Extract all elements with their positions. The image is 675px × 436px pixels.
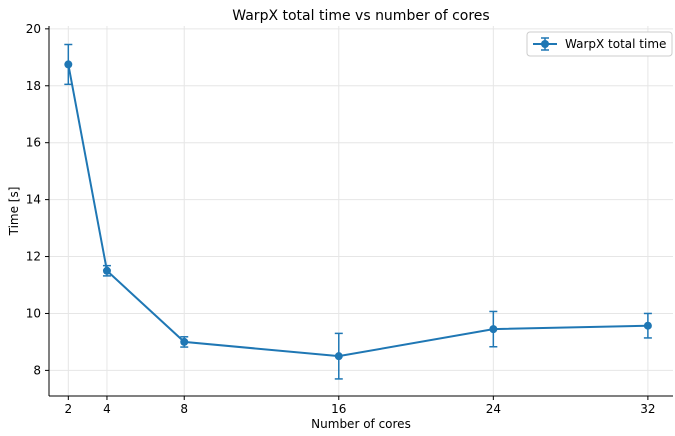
series-layer — [64, 43, 652, 380]
data-point — [643, 321, 652, 330]
x-tick-label: 8 — [180, 402, 188, 416]
y-tick-label: 14 — [26, 193, 41, 207]
y-tick-label: 20 — [26, 22, 41, 36]
legend-box — [526, 31, 673, 57]
data-point — [64, 60, 73, 69]
x-axis-label: Number of cores — [311, 417, 411, 431]
data-point — [334, 352, 343, 361]
y-tick-label: 10 — [26, 306, 41, 320]
y-tick-label: 16 — [26, 136, 41, 150]
y-tick-label: 8 — [33, 363, 41, 377]
data-point — [180, 337, 189, 346]
data-point — [489, 325, 498, 334]
grid-lines — [49, 26, 673, 396]
y-axis-label: Time [s] — [7, 187, 21, 237]
x-tick-label: 32 — [640, 402, 655, 416]
legend-label: WarpX total time — [565, 37, 666, 51]
legend: WarpX total time — [526, 31, 673, 57]
y-tick-label: 12 — [26, 250, 41, 264]
legend-marker-sample — [541, 40, 549, 48]
x-tick-label: 2 — [64, 402, 72, 416]
axes — [45, 26, 673, 400]
series-line — [67, 64, 648, 358]
x-tick-label: 4 — [103, 402, 111, 416]
data-point — [102, 266, 111, 275]
x-tick-label: 24 — [486, 402, 501, 416]
x-tick-label: 16 — [331, 402, 346, 416]
chart-title: WarpX total time vs number of cores — [232, 8, 489, 24]
y-tick-label: 18 — [26, 79, 41, 93]
